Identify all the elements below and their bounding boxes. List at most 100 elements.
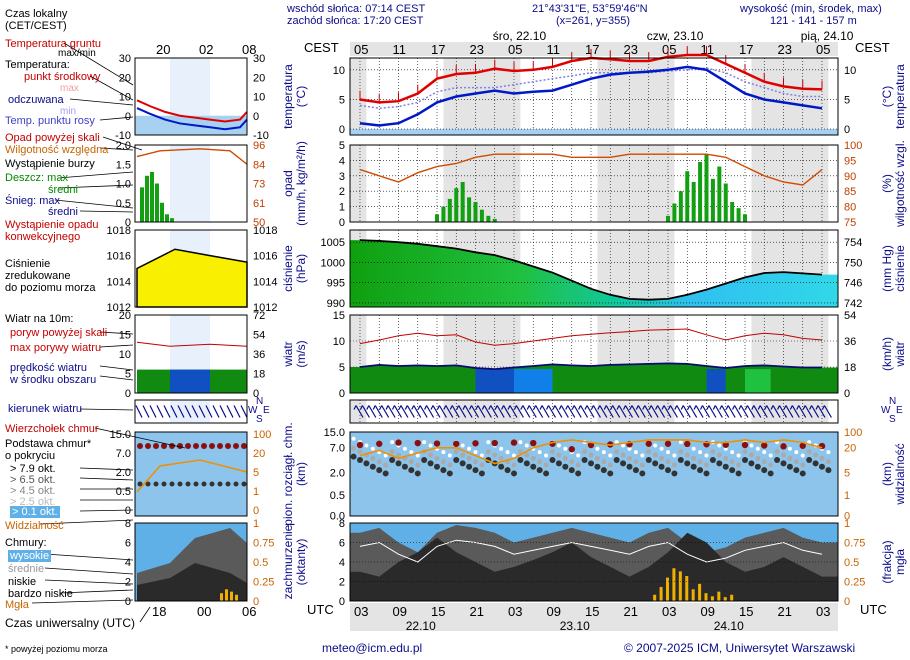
legend-cloud-top-dot xyxy=(201,443,207,449)
cloud-base-dot xyxy=(409,450,414,455)
wind-kmh-tick: 36 xyxy=(844,336,856,348)
cloud-base-dot xyxy=(588,460,594,467)
wind-arrow xyxy=(490,405,499,418)
legend-hour-utc: 18 xyxy=(152,604,166,619)
legend-temp-left-tick: 10 xyxy=(119,92,131,104)
cloud-base-dot xyxy=(806,457,813,463)
hour-label-local: 05 xyxy=(816,42,830,57)
legend-storm: Wystąpienie burzy xyxy=(5,158,95,170)
utc-right-label: UTC xyxy=(860,602,887,617)
temperature-right-tick: 5 xyxy=(844,94,850,106)
visibility-right-tick: 1 xyxy=(844,490,850,502)
compass-s: S xyxy=(256,414,263,425)
footer-email[interactable]: meteo@icm.edu.pl xyxy=(322,641,423,655)
legend-leader-line xyxy=(59,589,134,594)
legend-cloud-base-dot xyxy=(201,481,207,487)
axis-unit-cover-right: (frakcja) xyxy=(880,540,894,583)
cloud-top-dot xyxy=(510,439,518,446)
cloud-base-dot xyxy=(825,467,832,474)
hour-label-local: 05 xyxy=(662,42,676,57)
legend-clouds: Chmury: xyxy=(5,537,47,549)
legend-humidity-tick: 61 xyxy=(253,198,265,210)
fog-bar xyxy=(685,576,689,601)
wind-arrow xyxy=(400,405,409,418)
wind-arrow xyxy=(496,405,505,418)
cloud-base-dot xyxy=(767,470,774,477)
hour-label-local: 11 xyxy=(701,42,715,57)
legend-cloud-base-dot xyxy=(185,481,191,487)
cloud-base-dot xyxy=(633,459,639,465)
cloud-base-dot xyxy=(723,455,729,461)
wind-arrow xyxy=(432,405,441,418)
wind-arrow xyxy=(701,405,711,418)
legend-low-cloud-area xyxy=(137,563,247,601)
legend-pressure-tick-right: 1018 xyxy=(253,225,277,237)
wind-arrow xyxy=(599,405,608,418)
cloud-base-dot xyxy=(723,446,728,451)
cloud-base-dot xyxy=(691,446,696,451)
coordinates-text: 21°43'31"E, 53°59'46"N xyxy=(532,3,648,15)
precip-bar xyxy=(467,197,472,222)
legend-rain-max: Deszcz: max xyxy=(5,172,68,184)
legend-convective-1: Wystąpienie opadu xyxy=(5,219,99,231)
wind-arrow xyxy=(406,405,415,418)
cloud-base-dot xyxy=(684,452,690,458)
fog-bar xyxy=(710,596,714,601)
cloud-base-dot xyxy=(486,440,491,445)
pressure-area xyxy=(350,240,838,307)
legend-hour-local: 08 xyxy=(242,42,256,57)
compass-e: E xyxy=(263,405,270,416)
cloud-base-dot xyxy=(576,453,581,458)
wind-arrow xyxy=(586,405,595,418)
legend-cloud-top-dot xyxy=(137,443,143,449)
cloud-base-dot xyxy=(447,462,453,468)
cloud-base-dot xyxy=(672,453,677,458)
cloud-base-dot xyxy=(428,452,434,458)
wind-left-tick: 5 xyxy=(339,362,345,374)
cover-left-tick: 0 xyxy=(339,596,345,608)
wind-arrow xyxy=(393,405,403,418)
wind-arrow xyxy=(413,405,422,418)
cloud-base-dot xyxy=(704,462,709,468)
cloud-base-dot xyxy=(446,470,453,477)
legend-cover-tick: 2 xyxy=(125,577,131,589)
cloud-base-dot xyxy=(408,467,415,474)
legend-temp-right-tick: 30 xyxy=(253,53,265,65)
cloud-base-dot xyxy=(762,450,767,455)
legend-pressure-tick: 1014 xyxy=(107,276,131,288)
wind-kmh-tick: 0 xyxy=(844,388,850,400)
wind-kmh-tick: 18 xyxy=(844,362,856,374)
cloud-top-dot xyxy=(780,443,787,450)
cloud-base-dot xyxy=(562,463,569,470)
cloud-base-dot xyxy=(357,457,363,463)
hour-label-utc: 21 xyxy=(470,604,484,619)
cloud-base-dot xyxy=(382,470,389,477)
cloud-base-dot xyxy=(556,443,561,448)
cloud-base-dot xyxy=(575,462,581,468)
legend-cloud-base-dot xyxy=(241,481,247,487)
fog-bar xyxy=(666,577,669,601)
cloud-base-dot xyxy=(555,460,562,467)
legend-precip-tick: 1.0 xyxy=(116,179,131,191)
legend-fog-tick: 0.5 xyxy=(253,557,268,569)
cloud-base-dot xyxy=(761,467,768,474)
cloud-base-dot xyxy=(665,459,671,465)
precip-bar xyxy=(691,181,696,222)
legend-pressure-tick: 1016 xyxy=(107,251,131,263)
wind-arrow xyxy=(509,405,518,418)
cloud-base-dot xyxy=(594,455,600,461)
cloud-base-dot xyxy=(563,446,568,451)
wind-arrow xyxy=(458,405,467,418)
legend-temp-min: min xyxy=(60,106,77,117)
day-label-bottom: 23.10 xyxy=(560,619,590,633)
cloud-base-dot xyxy=(402,446,407,451)
wind-arrow xyxy=(573,405,582,418)
axis-unit-cover-left: (oktanty) xyxy=(294,539,308,586)
legend-wind-arrow xyxy=(184,405,192,418)
legend-cloud-top: Wierzchołek chmur xyxy=(5,423,99,435)
legend-fog-bar xyxy=(230,591,233,601)
legend-cloud-base-dot xyxy=(137,481,143,487)
pressure-line xyxy=(359,239,823,301)
cloud-base-dot xyxy=(633,450,638,455)
cloud-top-dot xyxy=(433,440,441,447)
